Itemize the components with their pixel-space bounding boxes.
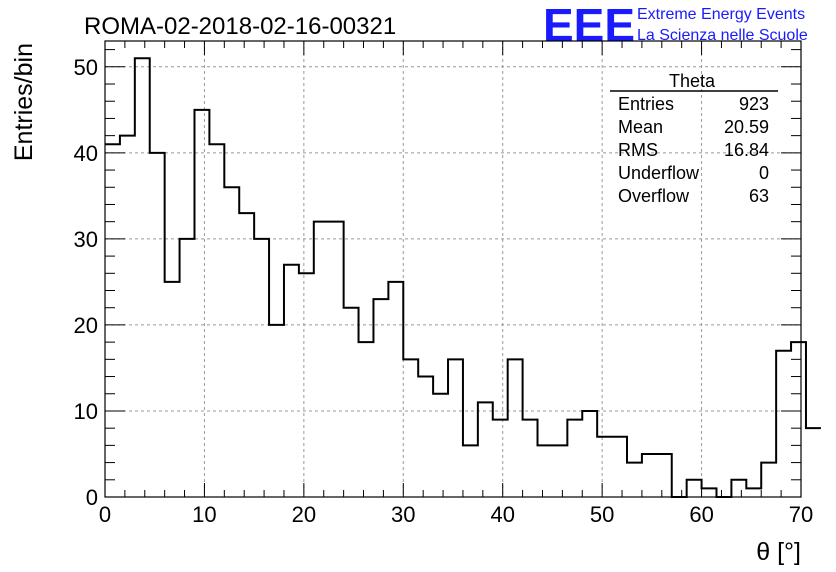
stats-row-label: Mean: [618, 117, 663, 137]
chart-title: ROMA-02-2018-02-16-00321: [84, 13, 396, 40]
x-tick-label: 40: [490, 502, 514, 527]
x-tick-label: 20: [292, 502, 316, 527]
stats-box: Theta Entries 923 Mean 20.59 RMS 16.84 Underfl…: [610, 71, 778, 206]
x-tick-label: 50: [590, 502, 614, 527]
y-tick-label: 30: [74, 227, 98, 252]
grid-lines: [105, 41, 801, 497]
stats-row-value: 923: [739, 94, 769, 114]
logo-line-2: La Scienza nelle Scuole: [637, 27, 808, 44]
y-axis-label: Entries/bin: [10, 43, 38, 161]
x-tick-label: 30: [391, 502, 415, 527]
plot-frame: [104, 40, 802, 498]
y-tick-label: 40: [74, 141, 98, 166]
x-tick-label: 60: [689, 502, 713, 527]
stats-row-label: RMS: [618, 140, 658, 160]
stats-row-label: Overflow: [618, 186, 690, 206]
y-tick-label: 20: [74, 313, 98, 338]
stats-row-label: Underflow: [618, 163, 700, 183]
histogram-series-line: [105, 57, 821, 498]
y-tick-label: 10: [74, 399, 98, 424]
x-tick-label: 0: [99, 502, 111, 527]
eee-logo-mark: EEE: [543, 0, 635, 51]
stats-row-value: 16.84: [724, 140, 769, 160]
x-axis-label: θ [°]: [756, 538, 801, 566]
logo-line-1: Extreme Energy Events: [637, 6, 805, 23]
tick-labels: 0 10 20 30 40 50 60 70 0 10 20 30 40 50: [74, 55, 814, 527]
stats-box-title: Theta: [669, 71, 716, 91]
stats-row-value: 0: [759, 163, 769, 183]
x-tick-label: 10: [192, 502, 216, 527]
stats-row-label: Entries: [618, 94, 674, 114]
stats-rows: Entries 923 Mean 20.59 RMS 16.84 Underflow 0 Ove…: [618, 94, 769, 206]
y-tick-label: 0: [86, 485, 98, 510]
stats-row-value: 20.59: [724, 117, 769, 137]
x-tick-label: 70: [789, 502, 813, 527]
stats-row-value: 63: [749, 186, 769, 206]
y-tick-label: 50: [74, 55, 98, 80]
eee-logo: EEE Extreme Energy Events La Scienza nel…: [543, 0, 808, 51]
